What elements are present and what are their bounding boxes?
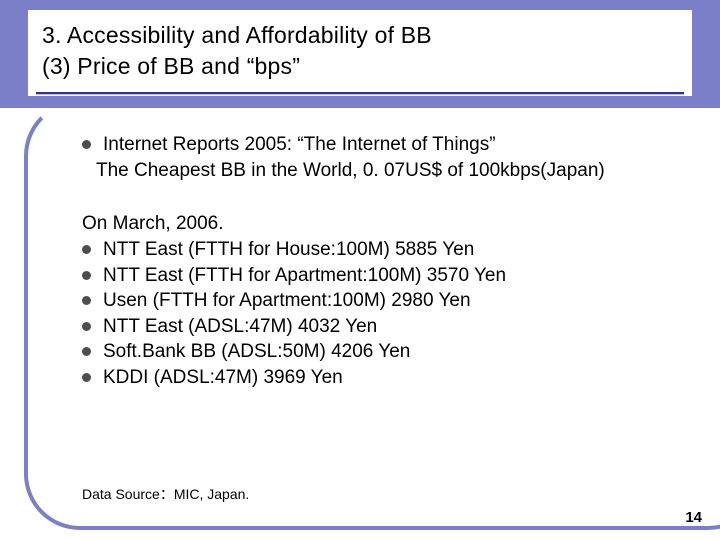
list-item-text: NTT East (FTTH for Apartment:100M) 3570 … — [103, 263, 506, 289]
bullet-icon — [82, 322, 91, 331]
title-line-1: 3. Accessibility and Affordability of BB — [42, 20, 678, 51]
bullet-icon — [82, 271, 91, 280]
pricing-section: On March, 2006. NTT East (FTTH for House… — [82, 211, 662, 390]
list-item: NTT East (FTTH for House:100M) 5885 Yen — [82, 237, 662, 263]
list-item: NTT East (FTTH for Apartment:100M) 3570 … — [82, 263, 662, 289]
list-item: Usen (FTTH for Apartment:100M) 2980 Yen — [82, 288, 662, 314]
list-item: Soft.Bank BB (ADSL:50M) 4206 Yen — [82, 339, 662, 365]
list-item-text: Soft.Bank BB (ADSL:50M) 4206 Yen — [103, 339, 410, 365]
list-item-text: KDDI (ADSL:47M) 3969 Yen — [103, 365, 343, 391]
page-number: 14 — [685, 509, 702, 526]
pricing-heading: On March, 2006. — [82, 211, 662, 237]
data-source-note: Data Source：MIC, Japan. — [82, 484, 249, 504]
list-item-text: NTT East (ADSL:47M) 4032 Yen — [103, 314, 377, 340]
title-box: 3. Accessibility and Affordability of BB… — [28, 10, 692, 96]
intro-subline: The Cheapest BB in the World, 0. 07US$ o… — [96, 158, 662, 184]
intro-bullet-text: Internet Reports 2005: “The Internet of … — [103, 132, 496, 158]
bullet-icon — [82, 296, 91, 305]
title-underline — [36, 92, 684, 95]
list-item-text: NTT East (FTTH for House:100M) 5885 Yen — [103, 237, 474, 263]
intro-bullet: Internet Reports 2005: “The Internet of … — [82, 132, 662, 158]
bullet-icon — [82, 347, 91, 356]
title-line-2: (3) Price of BB and “bps” — [42, 51, 678, 82]
bullet-icon — [82, 373, 91, 382]
pricing-list: NTT East (FTTH for House:100M) 5885 Yen … — [82, 237, 662, 391]
content-area: Internet Reports 2005: “The Internet of … — [82, 132, 662, 391]
list-item-text: Usen (FTTH for Apartment:100M) 2980 Yen — [103, 288, 471, 314]
slide: 3. Accessibility and Affordability of BB… — [0, 0, 720, 540]
list-item: NTT East (ADSL:47M) 4032 Yen — [82, 314, 662, 340]
list-item: KDDI (ADSL:47M) 3969 Yen — [82, 365, 662, 391]
bullet-icon — [82, 140, 91, 149]
bullet-icon — [82, 245, 91, 254]
